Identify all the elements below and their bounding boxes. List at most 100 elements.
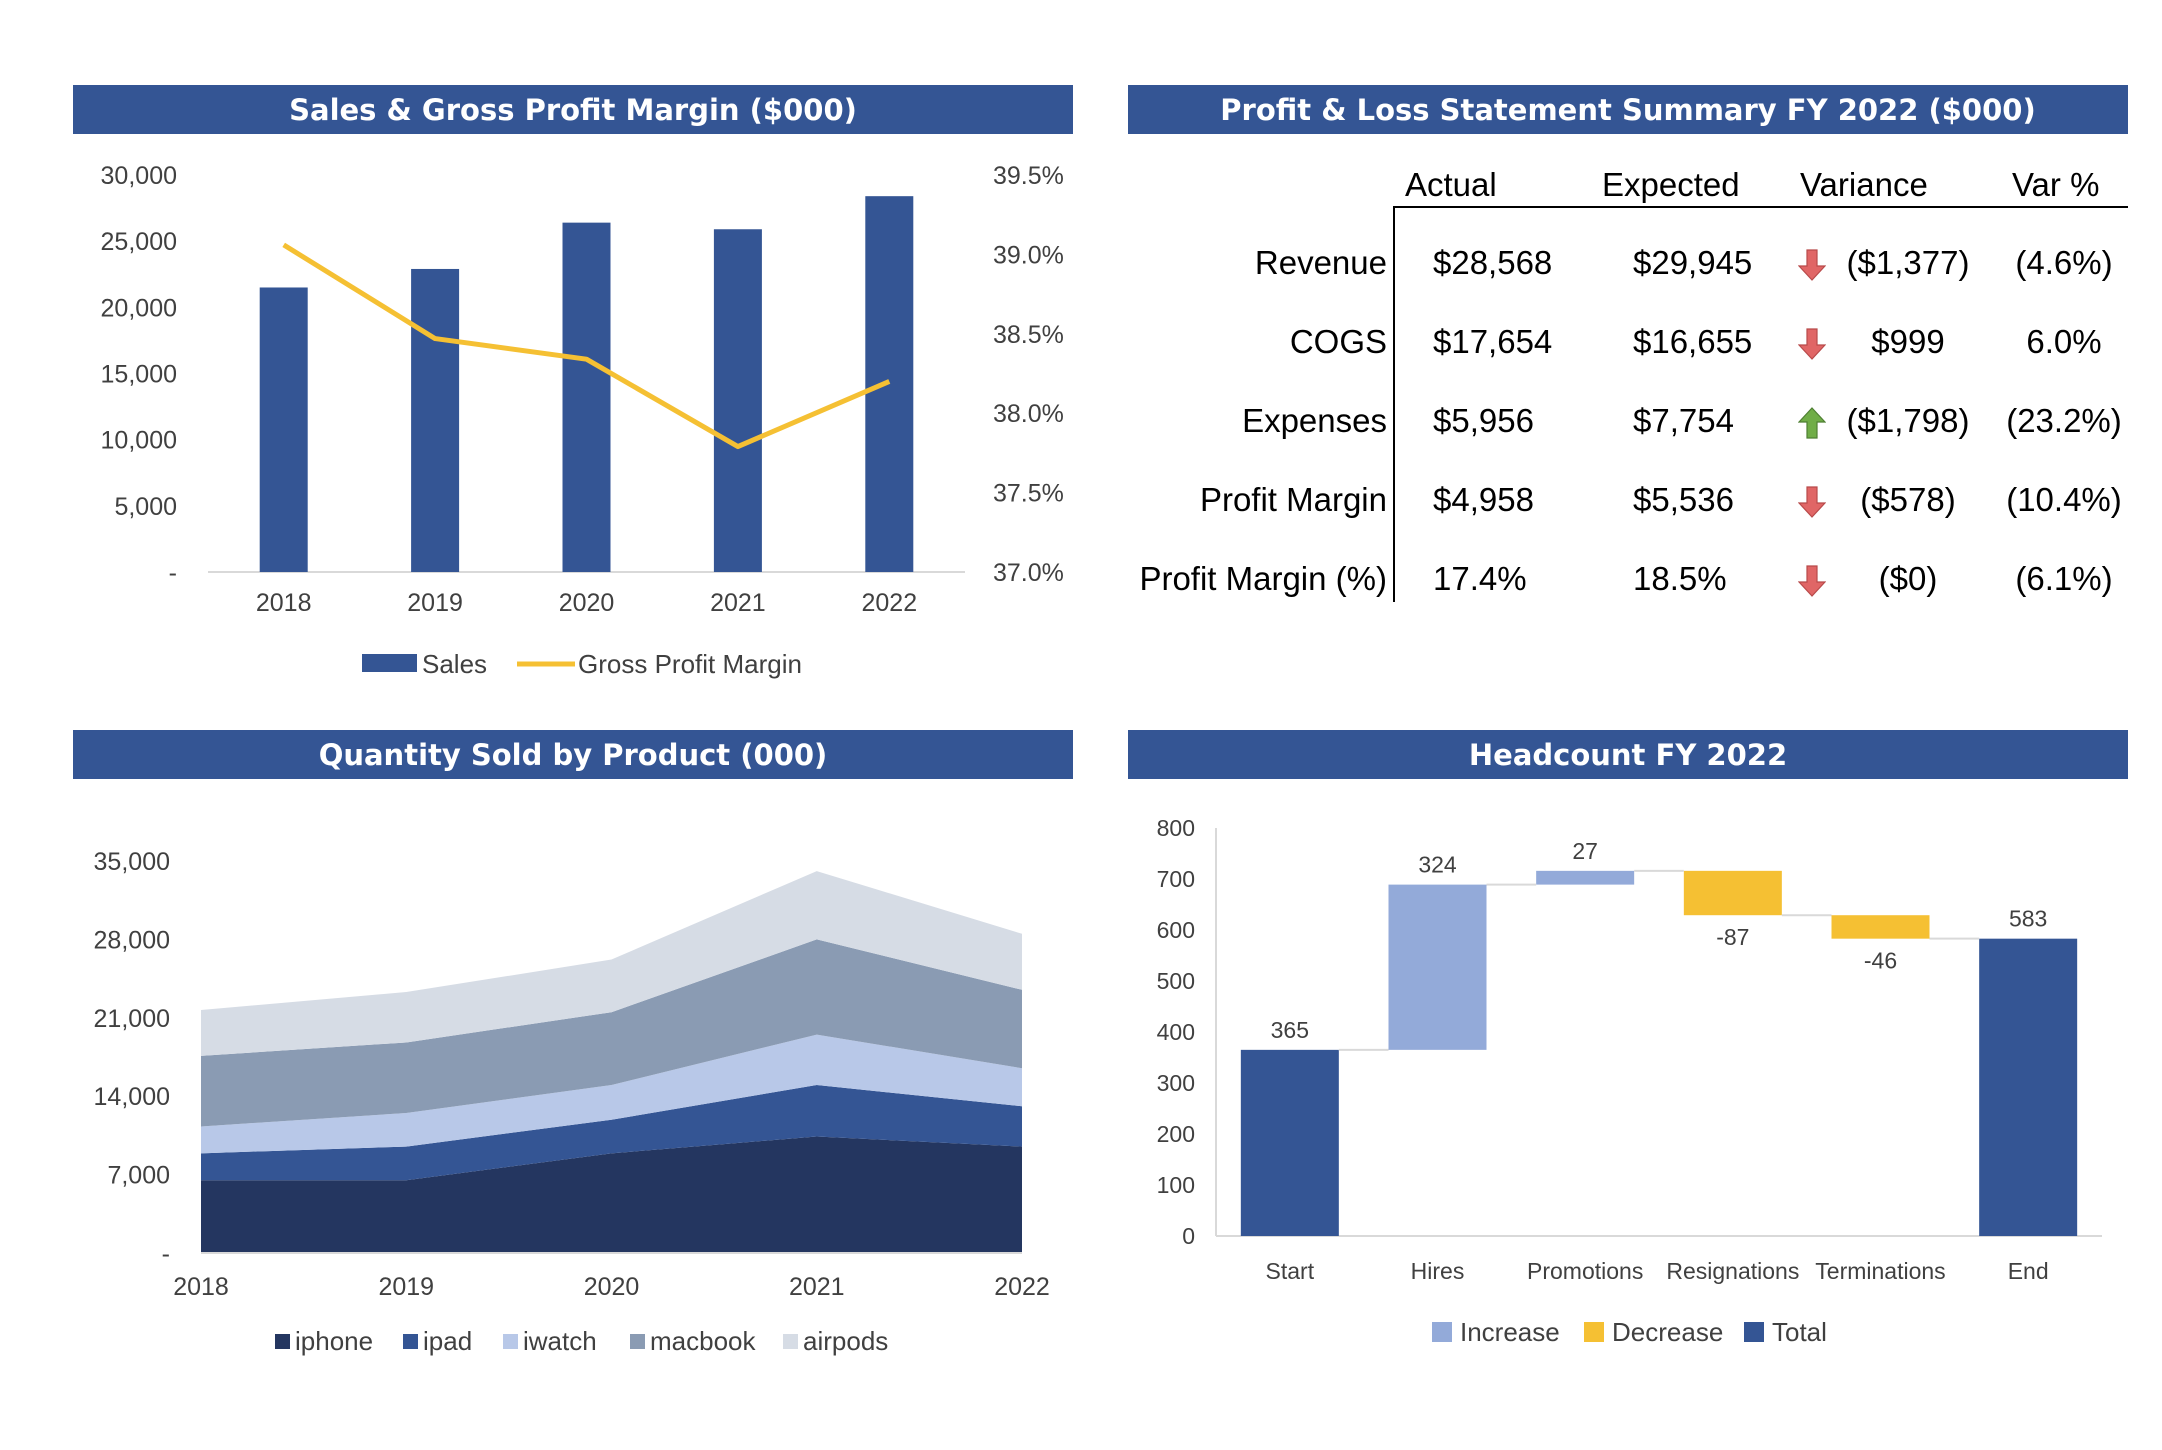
x-tick-label: End (2008, 1258, 2049, 1284)
actual-value: $5,956 (1433, 402, 1534, 439)
table-row-label: Profit Margin (%) (1139, 560, 1387, 597)
pl-summary-table: Actual Expected Variance Var % Revenue $28,56… (1128, 150, 2128, 610)
x-tick-label: 2021 (710, 589, 766, 617)
legend-swatch-decrease (1584, 1322, 1604, 1342)
sales-margin-chart: - 5,000 10,000 15,000 20,000 25,000 30,000 37.0… (101, 162, 1064, 679)
area-airpods (201, 871, 1022, 1056)
x-tick-label: 2018 (256, 589, 312, 617)
legend-swatch-total (1744, 1322, 1764, 1342)
x-tick-label: 2018 (173, 1273, 229, 1301)
y-tick-label: 35,000 (94, 848, 170, 876)
x-tick-label: 2020 (584, 1273, 640, 1301)
y2-tick-label: 38.5% (993, 321, 1064, 349)
x-tick-label: Promotions (1527, 1258, 1643, 1284)
table-row-label: Expenses (1242, 402, 1387, 439)
quantity-chart-title: Quantity Sold by Product (000) (73, 730, 1073, 779)
sales-bar (562, 222, 611, 572)
legend-label-ipad: ipad (423, 1326, 472, 1356)
table-row-label: COGS (1289, 323, 1387, 360)
y2-tick-label: 38.0% (993, 400, 1064, 428)
expected-value: $29,945 (1633, 244, 1753, 281)
y-tick-label: 800 (1157, 815, 1195, 841)
actual-value: $17,654 (1433, 323, 1553, 360)
legend-label-decrease: Decrease (1612, 1317, 1723, 1347)
variance-value: ($0) (1878, 560, 1938, 597)
expected-value: $16,655 (1633, 323, 1753, 360)
sales-bar (713, 229, 762, 573)
x-tick-label: 2019 (407, 589, 463, 617)
waterfall-bar-decrease (1831, 915, 1930, 939)
y-tick-label: 100 (1157, 1172, 1195, 1198)
legend-label-sales: Sales (422, 649, 487, 679)
legend-swatch-sales (362, 654, 417, 672)
actual-value: $4,958 (1433, 481, 1534, 518)
data-label: -87 (1716, 924, 1749, 950)
var-pct-value: (4.6%) (2015, 244, 2113, 281)
x-tick-label: 2021 (789, 1273, 845, 1301)
area-ipad (201, 1085, 1022, 1181)
table-label-rule (1393, 206, 1395, 602)
table-column-header: Actual (1405, 166, 1497, 203)
y2-tick-label: 37.5% (993, 480, 1064, 508)
area-iwatch (201, 1034, 1022, 1154)
actual-value: 17.4% (1433, 560, 1527, 597)
x-tick-label: 2022 (994, 1273, 1050, 1301)
y-tick-label: 200 (1157, 1121, 1195, 1147)
waterfall-bar-total (1979, 938, 2078, 1236)
x-tick-label: 2019 (378, 1273, 434, 1301)
gross-margin-line (282, 242, 891, 450)
legend-label-iwatch: iwatch (523, 1326, 597, 1356)
y-tick-label: 20,000 (101, 294, 177, 322)
legend-swatch-iwatch (503, 1334, 518, 1349)
y-tick-label: 500 (1157, 968, 1195, 994)
x-tick-label: 2022 (861, 589, 917, 617)
y-tick-label: 5,000 (114, 493, 177, 521)
quantity-sold-chart: - 7,000 14,000 21,000 28,000 35,000 2018 2019 20… (94, 848, 1050, 1356)
data-label: 324 (1418, 852, 1457, 878)
var-pct-value: (6.1%) (2015, 560, 2113, 597)
actual-value: $28,568 (1433, 244, 1553, 281)
legend-label-total: Total (1772, 1317, 1827, 1347)
headcount-chart-title: Headcount FY 2022 (1128, 730, 2128, 779)
legend-swatch-ipad (403, 1334, 418, 1349)
x-tick-label: Terminations (1815, 1258, 1945, 1284)
y-tick-label: - (162, 1240, 170, 1268)
arrow-up-icon (1798, 407, 1826, 439)
var-pct-value: (10.4%) (2006, 481, 2122, 518)
y-tick-label: 400 (1157, 1019, 1195, 1045)
legend-swatch-iphone (275, 1334, 290, 1349)
data-label: 583 (2009, 906, 2047, 932)
y-tick-label: 21,000 (94, 1005, 170, 1033)
x-tick-label: Start (1266, 1258, 1315, 1284)
arrow-down-icon (1798, 328, 1826, 360)
variance-value: ($1,798) (1846, 402, 1970, 439)
waterfall-bar-increase (1536, 870, 1635, 885)
table-column-header: Variance (1800, 166, 1928, 203)
var-pct-value: 6.0% (2026, 323, 2102, 360)
y2-tick-label: 39.5% (993, 162, 1064, 190)
arrow-down-icon (1798, 565, 1826, 597)
data-label: 27 (1572, 838, 1598, 864)
data-label: -46 (1864, 948, 1897, 974)
legend-swatch-macbook (630, 1334, 645, 1349)
waterfall-bar-total (1240, 1049, 1339, 1236)
y-tick-label: - (169, 559, 177, 587)
data-label: 365 (1271, 1017, 1309, 1043)
y-tick-label: 25,000 (101, 228, 177, 256)
table-header-rule (1393, 206, 2128, 208)
y2-tick-label: 39.0% (993, 241, 1064, 269)
y-tick-label: 28,000 (94, 926, 170, 954)
y-tick-label: 0 (1182, 1223, 1195, 1249)
y-tick-label: 30,000 (101, 162, 177, 190)
sales-bar (259, 287, 308, 572)
legend-label-macbook: macbook (650, 1326, 756, 1356)
y-tick-label: 600 (1157, 917, 1195, 943)
var-pct-value: (23.2%) (2006, 402, 2122, 439)
y-tick-label: 7,000 (107, 1162, 170, 1190)
legend-swatch-increase (1432, 1322, 1452, 1342)
expected-value: 18.5% (1633, 560, 1727, 597)
table-column-header: Expected (1602, 166, 1740, 203)
table-row-label: Revenue (1254, 244, 1387, 281)
y2-tick-label: 37.0% (993, 559, 1064, 587)
expected-value: $5,536 (1633, 481, 1734, 518)
